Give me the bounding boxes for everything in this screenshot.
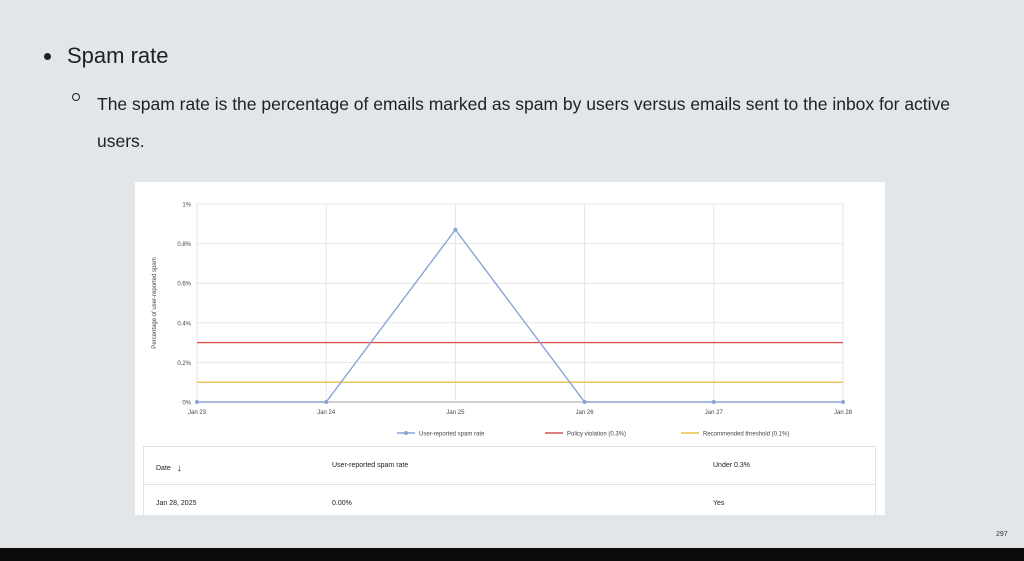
slide: Spam rate The spam rate is the percentag…	[44, 43, 1008, 538]
x-tick-label: Jan 23	[188, 410, 207, 416]
cell-spam-rate: 0.00%	[332, 500, 352, 507]
sub-bullet-text: The spam rate is the percentage of email…	[97, 94, 951, 151]
y-tick-label: 0.2%	[177, 361, 191, 367]
y-tick-label: 0.4%	[177, 321, 191, 327]
data-point	[324, 400, 329, 404]
series-line	[197, 228, 843, 403]
x-tick-label: Jan 28	[834, 410, 853, 416]
column-header-under-threshold[interactable]: Under 0.3%	[713, 462, 750, 469]
arrow-down-icon: ↓	[176, 463, 182, 474]
bullet-title: Spam rate	[67, 43, 169, 68]
data-point	[711, 400, 716, 404]
y-axis-label: Percentage of user-reported spam	[152, 257, 158, 348]
bottom-bar	[0, 548, 1024, 561]
table-header-row: Date ↓ User-reported spam rate Under 0.3%	[144, 447, 875, 485]
y-tick-label: 0%	[182, 401, 191, 407]
column-header-date[interactable]: Date ↓	[156, 463, 182, 474]
y-tick-label: 1%	[182, 203, 191, 209]
x-tick-label: Jan 26	[576, 410, 595, 416]
spam-rate-table: Date ↓ User-reported spam rate Under 0.3%…	[143, 446, 876, 516]
y-tick-label: 0.6%	[177, 282, 191, 288]
data-point	[582, 400, 587, 404]
legend-label: Policy violation (0.3%)	[567, 432, 626, 438]
spam-rate-card: 0% 0.2% 0.4% 0.6% 0.8% 1% Jan 23 Jan 24 Jan 25 Ja…	[135, 182, 885, 515]
data-point	[453, 227, 458, 232]
bullet-dot-icon	[44, 52, 51, 60]
page-number: 297	[996, 531, 1008, 538]
legend-marker	[404, 431, 408, 435]
column-header-spam-rate[interactable]: User-reported spam rate	[332, 462, 409, 469]
bullet-item: Spam rate	[44, 43, 169, 69]
data-point	[195, 400, 199, 404]
legend-label: Recommended threshold (0.1%)	[703, 432, 789, 438]
cell-under-threshold: Yes	[713, 500, 725, 507]
y-tick-label: 0.8%	[177, 242, 191, 248]
table-row: Jan 28, 2025 0.00% Yes	[144, 485, 875, 516]
x-tick-label: Jan 25	[446, 410, 465, 416]
cell-date: Jan 28, 2025	[156, 500, 197, 507]
spam-rate-chart: 0% 0.2% 0.4% 0.6% 0.8% 1% Jan 23 Jan 24 Jan 25 Ja…	[152, 203, 853, 438]
x-tick-label: Jan 27	[705, 410, 724, 416]
x-tick-label: Jan 24	[317, 410, 336, 416]
sub-bullet-item: The spam rate is the percentage of email…	[72, 86, 952, 160]
data-point	[841, 400, 845, 404]
hollow-bullet-icon	[72, 93, 80, 101]
legend-label: User-reported spam rate	[419, 432, 485, 438]
